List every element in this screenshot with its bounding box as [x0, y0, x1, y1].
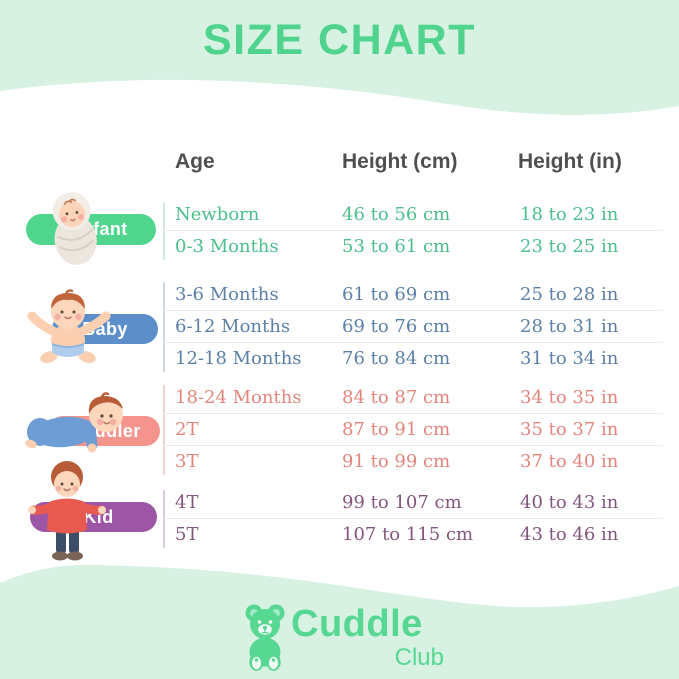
group-kid: 4T 99 to 107 cm 40 to 43 in 5T 107 to 11…	[163, 487, 663, 551]
cell-height-cm: 87 to 91 cm	[342, 419, 451, 440]
cell-height-cm: 53 to 61 cm	[342, 236, 451, 257]
table-row: 0-3 Months 53 to 61 cm 23 to 25 in	[163, 231, 663, 263]
brand-name-club: Club	[394, 644, 444, 671]
cell-height-in: 18 to 23 in	[520, 204, 619, 225]
cell-height-cm: 84 to 87 cm	[342, 387, 451, 408]
cell-height-cm: 61 to 69 cm	[342, 284, 451, 305]
cell-age: 0-3 Months	[175, 236, 279, 257]
group-divider-line	[163, 282, 165, 372]
standing-kid-illustration	[28, 461, 106, 561]
cell-height-in: 23 to 25 in	[520, 236, 619, 257]
cell-height-cm: 46 to 56 cm	[342, 204, 451, 225]
table-row: 2T 87 to 91 cm 35 to 37 in	[163, 414, 663, 446]
cell-age: Newborn	[175, 204, 260, 225]
cell-height-in: 37 to 40 in	[520, 451, 619, 472]
cell-height-in: 31 to 34 in	[520, 348, 619, 369]
cell-height-in: 34 to 35 in	[520, 387, 619, 408]
brand-name-cuddle: Cuddle	[291, 603, 423, 645]
sitting-baby-illustration	[27, 289, 111, 363]
table-row: 5T 107 to 115 cm 43 to 46 in	[163, 519, 663, 551]
swaddled-baby-illustration	[52, 192, 97, 265]
top-wave-decoration	[0, 0, 679, 115]
cell-age: 2T	[175, 419, 199, 440]
group-infant: Newborn 46 to 56 cm 18 to 23 in 0-3 Mont…	[163, 199, 663, 263]
cuddle-club-bear-logo-icon	[245, 604, 285, 671]
group-toddler: 18-24 Months 84 to 87 cm 34 to 35 in 2T …	[163, 382, 663, 478]
cell-height-in: 28 to 31 in	[520, 316, 619, 337]
cell-height-in: 25 to 28 in	[520, 284, 619, 305]
table-row: 6-12 Months 69 to 76 cm 28 to 31 in	[163, 311, 663, 343]
cell-age: 3-6 Months	[175, 284, 279, 305]
cell-height-in: 35 to 37 in	[520, 419, 619, 440]
header-age: Age	[175, 150, 215, 173]
page-title: SIZE CHART	[203, 16, 476, 64]
cell-height-cm: 91 to 99 cm	[342, 451, 451, 472]
cell-height-in: 40 to 43 in	[520, 492, 619, 513]
cell-age: 4T	[175, 492, 199, 513]
table-row: 3-6 Months 61 to 69 cm 25 to 28 in	[163, 279, 663, 311]
table-header-row: Age Height (cm) Height (in)	[0, 150, 679, 176]
cell-height-cm: 107 to 115 cm	[342, 524, 474, 545]
group-divider-line	[163, 385, 165, 475]
header-height-in: Height (in)	[518, 150, 622, 173]
group-divider-line	[163, 202, 165, 260]
group-divider-line	[163, 490, 165, 548]
cell-age: 12-18 Months	[175, 348, 302, 369]
cell-height-cm: 99 to 107 cm	[342, 492, 462, 513]
table-row: 18-24 Months 84 to 87 cm 34 to 35 in	[163, 382, 663, 414]
cell-height-cm: 69 to 76 cm	[342, 316, 451, 337]
cell-height-cm: 76 to 84 cm	[342, 348, 451, 369]
table-row: Newborn 46 to 56 cm 18 to 23 in	[163, 199, 663, 231]
table-row: 4T 99 to 107 cm 40 to 43 in	[163, 487, 663, 519]
cell-age: 3T	[175, 451, 199, 472]
cell-age: 6-12 Months	[175, 316, 291, 337]
crawling-toddler-illustration	[25, 392, 123, 453]
cell-age: 5T	[175, 524, 199, 545]
table-row: 3T 91 to 99 cm 37 to 40 in	[163, 446, 663, 478]
group-baby: 3-6 Months 61 to 69 cm 25 to 28 in 6-12 …	[163, 279, 663, 375]
cell-age: 18-24 Months	[175, 387, 302, 408]
table-row: 12-18 Months 76 to 84 cm 31 to 34 in	[163, 343, 663, 375]
bottom-wave-decoration	[0, 564, 679, 679]
cell-height-in: 43 to 46 in	[520, 524, 619, 545]
header-height-cm: Height (cm)	[342, 150, 458, 173]
